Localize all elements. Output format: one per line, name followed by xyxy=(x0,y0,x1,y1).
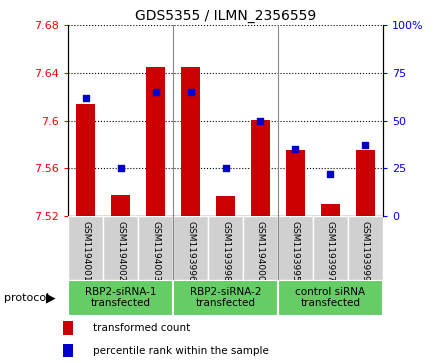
Point xyxy=(117,166,124,171)
Text: GSM1194000: GSM1194000 xyxy=(256,221,265,282)
Point xyxy=(222,166,229,171)
Text: GSM1193996: GSM1193996 xyxy=(186,221,195,282)
Title: GDS5355 / ILMN_2356559: GDS5355 / ILMN_2356559 xyxy=(135,9,316,23)
Text: GSM1193998: GSM1193998 xyxy=(221,221,230,282)
Text: control siRNA
transfected: control siRNA transfected xyxy=(295,287,366,309)
Bar xyxy=(313,216,348,280)
Text: GSM1193999: GSM1193999 xyxy=(361,221,370,282)
Bar xyxy=(356,151,375,216)
Text: percentile rank within the sample: percentile rank within the sample xyxy=(93,346,268,356)
Text: GSM1193995: GSM1193995 xyxy=(291,221,300,282)
Bar xyxy=(348,216,383,280)
Bar xyxy=(138,216,173,280)
Bar xyxy=(68,280,173,316)
Bar xyxy=(243,216,278,280)
Text: GSM1194003: GSM1194003 xyxy=(151,221,160,282)
Text: RBP2-siRNA-1
transfected: RBP2-siRNA-1 transfected xyxy=(85,287,156,309)
Point xyxy=(362,143,369,148)
Bar xyxy=(63,322,73,335)
Point xyxy=(82,95,89,101)
Bar xyxy=(251,119,270,216)
Text: RBP2-siRNA-2
transfected: RBP2-siRNA-2 transfected xyxy=(190,287,261,309)
Text: GSM1194002: GSM1194002 xyxy=(116,221,125,282)
Bar xyxy=(173,280,278,316)
Bar xyxy=(278,280,383,316)
Text: transformed count: transformed count xyxy=(93,323,190,333)
Bar xyxy=(111,195,130,216)
Point xyxy=(187,89,194,95)
Bar xyxy=(216,196,235,216)
Bar xyxy=(278,216,313,280)
Point xyxy=(327,171,334,177)
Bar xyxy=(68,216,103,280)
Point xyxy=(152,89,159,95)
Point xyxy=(257,118,264,124)
Bar xyxy=(321,204,340,216)
Bar xyxy=(76,104,95,216)
Point xyxy=(292,146,299,152)
Bar xyxy=(103,216,138,280)
Bar xyxy=(173,216,208,280)
Bar xyxy=(146,67,165,216)
Text: GSM1193997: GSM1193997 xyxy=(326,221,335,282)
Text: GSM1194001: GSM1194001 xyxy=(81,221,90,282)
Bar xyxy=(181,67,200,216)
Bar xyxy=(286,151,305,216)
Bar xyxy=(63,344,73,357)
Text: ▶: ▶ xyxy=(46,291,56,304)
Bar xyxy=(208,216,243,280)
Text: protocol: protocol xyxy=(4,293,50,303)
